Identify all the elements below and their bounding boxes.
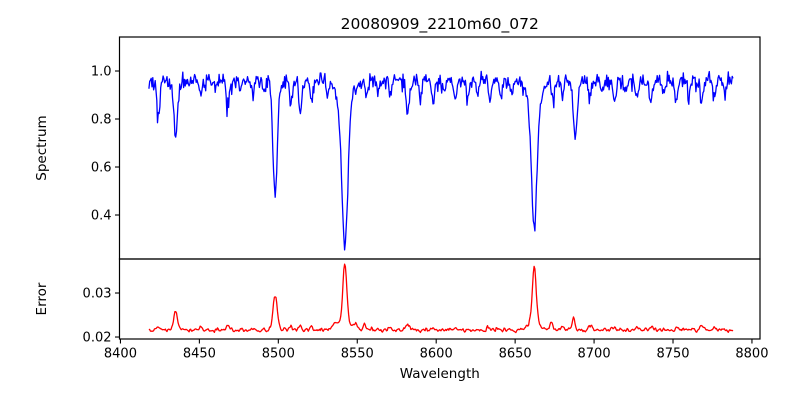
error-y-tick-label: 0.03 <box>83 287 112 302</box>
x-tick-label: 8650 <box>499 347 532 362</box>
x-tick-label: 8500 <box>262 347 295 362</box>
spectrum-y-tick-label: 0.8 <box>91 113 112 128</box>
x-tick-label: 8400 <box>104 347 137 362</box>
x-tick-label: 8750 <box>656 347 689 362</box>
chart-title: 20080909_2210m60_072 <box>341 15 539 34</box>
x-tick-label: 8450 <box>183 347 216 362</box>
x-tick-label: 8550 <box>341 347 374 362</box>
error-y-tick-label: 0.02 <box>83 331 112 346</box>
spectrum-y-axis-ticks: 0.4 0.6 0.8 1.0 <box>91 65 120 224</box>
spectrum-y-tick-label: 1.0 <box>91 65 112 80</box>
error-y-axis-ticks: 0.02 0.03 <box>83 287 120 346</box>
x-tick-label: 8800 <box>735 347 768 362</box>
x-axis-label: Wavelength <box>400 366 480 382</box>
spectrum-y-tick-label: 0.6 <box>91 161 112 176</box>
error-y-axis-label: Error <box>34 282 50 315</box>
spectrum-y-axis-label: Spectrum <box>34 115 50 180</box>
error-plot-area <box>118 258 761 340</box>
x-tick-label: 8700 <box>578 347 611 362</box>
x-tick-label: 8600 <box>420 347 453 362</box>
error-panel: 0.02 0.03 8400 8450 8500 8550 8600 8650 8700 875… <box>34 258 768 382</box>
spectrum-line <box>148 70 734 251</box>
spectrum-y-tick-label: 0.4 <box>91 209 112 224</box>
x-axis-ticks: 8400 8450 8500 8550 8600 8650 8700 8750 8800 <box>104 339 768 362</box>
error-line <box>148 263 734 334</box>
